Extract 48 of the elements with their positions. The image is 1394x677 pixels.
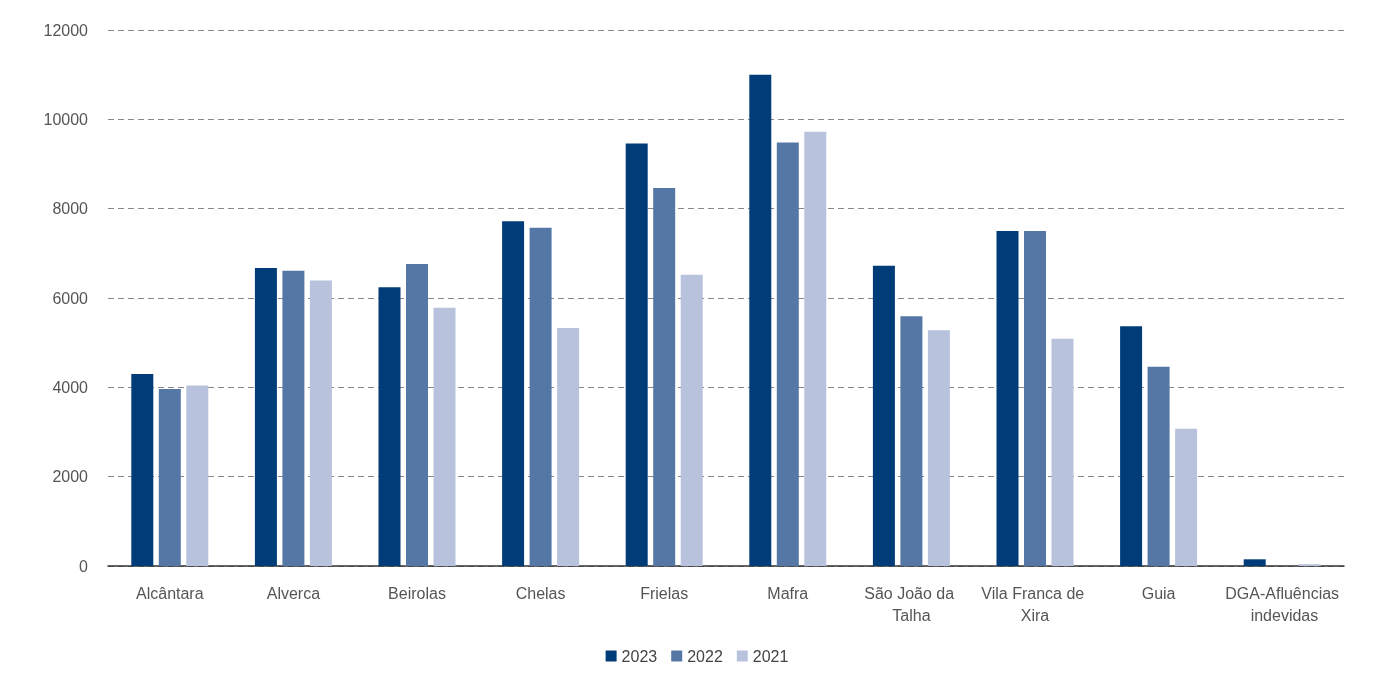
bar — [1147, 366, 1170, 566]
legend-label: 2021 — [752, 647, 789, 665]
bar — [653, 188, 676, 566]
bar — [433, 307, 456, 566]
bar — [186, 385, 209, 566]
legend-label: 2022 — [687, 647, 723, 665]
x-tick-label: DGA-Afluências indevidas — [1225, 584, 1340, 624]
bar — [158, 389, 181, 566]
x-tick-label: São João da Talha — [864, 584, 959, 624]
bar — [529, 227, 552, 566]
bar — [1175, 428, 1198, 566]
bar — [502, 221, 525, 566]
bar — [872, 265, 895, 566]
x-tick-label: Vila Franca de Xira — [981, 584, 1089, 624]
bar — [776, 142, 799, 566]
y-tick-label: 10000 — [43, 110, 89, 128]
bar — [1120, 326, 1143, 566]
y-tick-label: 4000 — [52, 378, 89, 396]
bar — [680, 274, 703, 566]
y-tick-label: 2000 — [52, 468, 89, 486]
x-tick-label: Mafra — [767, 584, 809, 602]
x-tick-label: Beirolas — [388, 584, 446, 602]
bar — [282, 270, 305, 566]
bar — [996, 231, 1019, 566]
bar — [131, 373, 154, 566]
legend-label: 2023 — [621, 647, 658, 665]
y-tick-label: 6000 — [52, 289, 89, 307]
x-tick-label: Alverca — [266, 584, 321, 602]
bar — [625, 143, 648, 566]
y-tick-label: 12000 — [43, 21, 89, 39]
x-tick-label: Chelas — [515, 584, 566, 602]
bar — [378, 287, 401, 566]
y-tick-label: 0 — [79, 557, 89, 575]
x-tick-label: Guia — [1141, 584, 1176, 602]
bar — [406, 264, 428, 566]
bar — [749, 74, 772, 566]
bar — [557, 327, 580, 566]
bar — [1024, 231, 1046, 566]
bar — [254, 268, 277, 566]
bar — [804, 131, 827, 566]
x-tick-label: Alcântara — [136, 584, 204, 602]
bar — [309, 280, 332, 566]
y-tick-label: 8000 — [52, 200, 89, 218]
bar — [1051, 338, 1074, 566]
x-tick-label: Frielas — [640, 584, 689, 602]
bar — [927, 330, 950, 566]
bar — [900, 316, 923, 566]
bar — [1243, 559, 1266, 566]
